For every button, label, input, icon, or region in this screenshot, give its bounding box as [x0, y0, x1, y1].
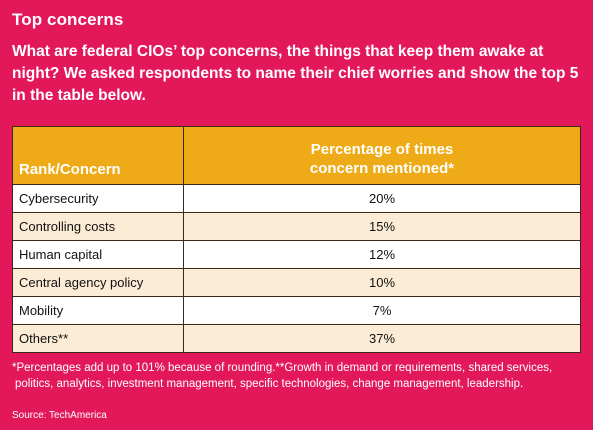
table-row: Mobility 7%: [12, 296, 581, 325]
table-row: Cybersecurity 20%: [12, 184, 581, 213]
footnote-line2: politics, analytics, investment manageme…: [15, 378, 524, 390]
header-rank-concern: Rank/Concern: [12, 126, 184, 185]
header-percentage-line1: Percentage of times: [310, 141, 454, 158]
percentage-cell: 20%: [183, 184, 581, 213]
header-percentage: Percentage of times concern mentioned*: [183, 126, 581, 185]
concern-cell: Controlling costs: [12, 212, 184, 241]
percentage-cell: 12%: [183, 240, 581, 269]
concern-cell: Mobility: [12, 296, 184, 325]
footnote-line1: *Percentages add up to 101% because of r…: [12, 362, 553, 374]
page-title: Top concerns: [12, 10, 124, 29]
footnote: *Percentages add up to 101% because of r…: [12, 360, 590, 392]
table-row: Others** 37%: [12, 324, 581, 353]
table-row: Human capital 12%: [12, 240, 581, 269]
table-row: Controlling costs 15%: [12, 212, 581, 241]
header-percentage-line2: concern mentioned*: [309, 160, 455, 177]
percentage-cell: 7%: [183, 296, 581, 325]
intro-text: What are federal CIOs’ top concerns, the…: [12, 43, 579, 104]
concerns-table: Rank/Concern Percentage of times concern…: [12, 126, 581, 353]
percentage-cell: 37%: [183, 324, 581, 353]
concern-cell: Central agency policy: [12, 268, 184, 297]
percentage-cell: 10%: [183, 268, 581, 297]
concern-cell: Human capital: [12, 240, 184, 269]
source-credit: Source: TechAmerica: [12, 410, 107, 421]
percentage-cell: 15%: [183, 212, 581, 241]
table-header-row: Rank/Concern Percentage of times concern…: [12, 126, 581, 185]
concern-cell: Others**: [12, 324, 184, 353]
concern-cell: Cybersecurity: [12, 184, 184, 213]
table-row: Central agency policy 10%: [12, 268, 581, 297]
